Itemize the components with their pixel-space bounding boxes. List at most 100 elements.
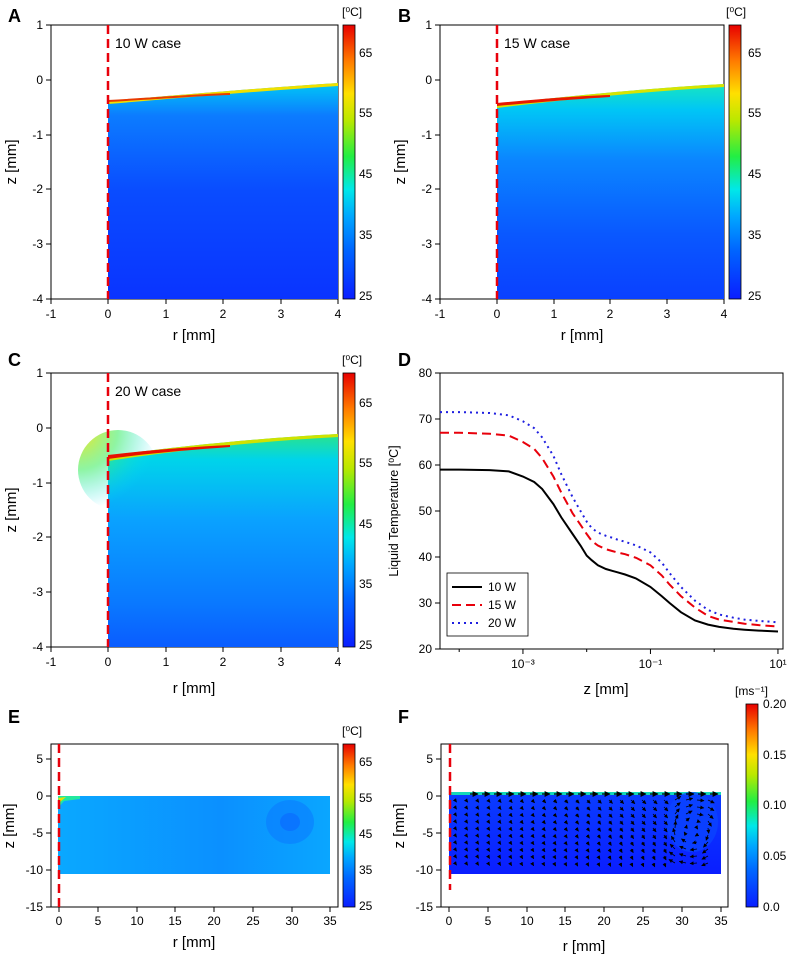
x-tick-label: 10⁻¹: [639, 657, 663, 671]
velocity-arrow: [530, 833, 535, 839]
velocity-arrow: [541, 812, 546, 818]
velocity-arrow: [541, 861, 546, 867]
velocity-arrow: [474, 854, 480, 859]
velocity-arrow: [701, 862, 709, 867]
velocity-arrow: [689, 861, 698, 866]
velocity-arrow: [463, 819, 469, 824]
velocity-arrow: [597, 799, 602, 804]
velocity-arrow: [608, 799, 613, 804]
velocity-arrow: [652, 813, 657, 819]
x-tick-label: 35: [714, 914, 728, 928]
colorbar-tick: 35: [359, 863, 373, 877]
x-tick-label: 20: [207, 914, 221, 928]
case-label: 10 W case: [115, 35, 181, 51]
x-tick-label: 5: [95, 914, 102, 928]
velocity-arrow: [679, 845, 687, 850]
velocity-arrow: [519, 819, 524, 825]
velocity-arrow: [575, 806, 580, 811]
y-tick-label: 70: [419, 412, 433, 426]
velocity-arrow: [641, 820, 646, 826]
y-axis-title: z [mm]: [3, 140, 20, 185]
velocity-arrow: [707, 813, 714, 819]
velocity-arrow: [629, 848, 634, 854]
velocity-arrow: [574, 827, 579, 832]
x-tick-label: 25: [246, 914, 260, 928]
velocity-arrow: [683, 824, 688, 829]
hot-surface-peak: [108, 445, 230, 459]
velocity-arrow: [541, 826, 546, 832]
velocity-arrow: [508, 826, 513, 832]
y-tick-label: -1: [32, 128, 43, 142]
velocity-arrow: [519, 805, 524, 811]
velocity-arrow: [619, 806, 624, 811]
velocity-arrow: [672, 827, 677, 836]
x-tick-label: 3: [278, 655, 285, 669]
x-tick-label: 0: [56, 914, 63, 928]
x-axis-title: r [mm]: [563, 938, 606, 955]
velocity-arrow: [475, 840, 480, 845]
velocity-arrow: [652, 820, 657, 826]
velocity-arrow: [497, 861, 502, 866]
panel-A: A 10 W case -1 0 1 2 3 4 r [mm] -4 -3 -2…: [3, 5, 373, 344]
velocity-arrow: [552, 826, 557, 832]
y-axis: -15 -10 -5 0 5 z [mm]: [1, 752, 51, 914]
velocity-arrow: [629, 834, 635, 840]
series-lines: [440, 411, 779, 633]
x-axis-title: r [mm]: [173, 934, 216, 951]
velocity-arrow: [678, 853, 687, 857]
colorbar-gradient: [728, 24, 742, 300]
velocity-arrow: [641, 834, 646, 840]
velocity-arrow: [508, 840, 513, 846]
velocity-arrow: [585, 848, 590, 853]
velocity-arrow: [689, 847, 698, 852]
y-tick-label: -4: [32, 292, 43, 306]
colorbar-tick: 0.10: [763, 798, 787, 812]
velocity-arrow: [563, 813, 569, 818]
velocity-arrow: [508, 861, 513, 867]
velocity-vectors: [452, 791, 719, 868]
colorbar-tick: 0.0: [763, 900, 780, 914]
velocity-arrow: [519, 812, 524, 818]
velocity-arrow: [497, 826, 502, 831]
y-tick-label: -10: [416, 863, 434, 877]
x-tick-label: 10: [520, 914, 534, 928]
velocity-arrow: [452, 854, 457, 859]
colorbar: [ms⁻¹] 0.0 0.05 0.10 0.15 0.20: [735, 684, 787, 914]
colorbar-tick: 65: [748, 46, 762, 60]
velocity-arrow: [475, 805, 480, 810]
y-axis-title: z [mm]: [1, 804, 18, 849]
velocity-arrow: [497, 847, 502, 852]
colorbar-tick: 25: [748, 289, 762, 303]
velocity-arrow: [641, 813, 646, 819]
velocity-arrow: [673, 820, 678, 829]
velocity-arrow: [663, 806, 669, 812]
x-axis-title: r [mm]: [173, 327, 216, 344]
velocity-arrow: [640, 855, 645, 861]
x-tick-label: 35: [323, 914, 337, 928]
velocity-arrow: [552, 812, 557, 818]
y-axis: -4 -3 -2 -1 0 1 z [mm]: [3, 18, 51, 306]
x-axis-title: r [mm]: [173, 680, 216, 697]
x-tick-label: 2: [607, 307, 614, 321]
x-tick-label: 1: [551, 307, 558, 321]
velocity-arrow: [530, 805, 535, 811]
velocity-arrow: [607, 855, 612, 860]
velocity-arrow: [706, 827, 711, 834]
velocity-arrow: [585, 820, 591, 825]
velocity-arrow: [585, 827, 590, 832]
y-axis-title: z [mm]: [391, 804, 408, 849]
velocity-arrow: [652, 834, 657, 840]
velocity-arrow: [608, 820, 613, 825]
velocity-arrow: [652, 799, 658, 805]
velocity-arrow: [486, 847, 491, 852]
velocity-arrow: [629, 862, 634, 868]
velocity-arrow: [619, 820, 624, 825]
velocity-arrow: [475, 819, 480, 824]
velocity-arrow: [519, 798, 524, 804]
colorbar-tick: 45: [748, 167, 762, 181]
velocity-arrow: [452, 819, 457, 824]
velocity-arrow: [530, 819, 535, 825]
x-tick-label: 1: [163, 307, 170, 321]
x-axis: -1 0 1 2 3 4 r [mm]: [435, 299, 728, 344]
